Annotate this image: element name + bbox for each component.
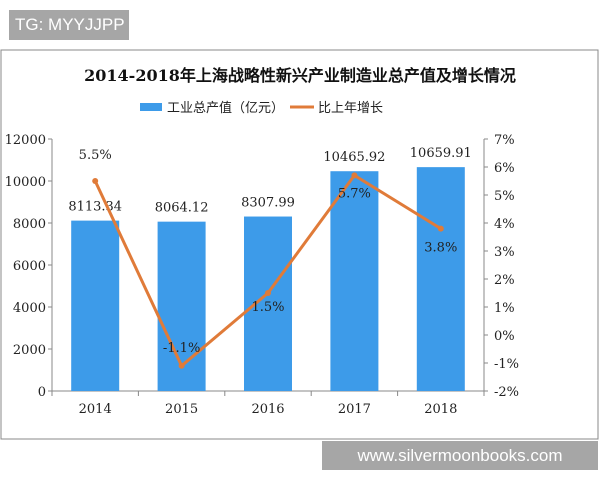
site-watermark: www.silvermoonbooks.com — [322, 441, 598, 470]
line-data-label: 3.8% — [424, 241, 457, 256]
right-tick-label: -2% — [494, 385, 519, 400]
left-tick-label: 10000 — [5, 175, 46, 190]
right-tick-label: 7% — [494, 133, 515, 148]
line-data-label: 1.5% — [251, 300, 284, 315]
left-tick-label: 2000 — [13, 343, 46, 358]
right-tick-label: 4% — [494, 217, 515, 232]
bar-data-label: 8307.99 — [241, 196, 295, 211]
right-tick-label: 6% — [494, 161, 515, 176]
line-point — [265, 290, 271, 296]
line-point — [92, 178, 99, 184]
tag-label: TG: MYYJJPP — [9, 10, 129, 40]
bar-data-label: 10465.92 — [323, 150, 385, 165]
legend-line-label: 比上年增长 — [318, 101, 383, 116]
chart-frame — [0, 49, 599, 440]
line-point — [178, 362, 185, 369]
left-tick-label: 4000 — [13, 301, 46, 316]
bar-data-label: 8064.12 — [155, 201, 209, 216]
line-point — [351, 172, 358, 179]
x-tick-label: 2014 — [79, 402, 112, 417]
x-tick-label: 2015 — [165, 402, 198, 417]
left-tick-label: 8000 — [13, 217, 46, 232]
x-tick-label: 2017 — [338, 402, 371, 417]
bar — [244, 216, 292, 391]
bar — [71, 220, 120, 391]
right-tick-label: 0% — [494, 329, 515, 344]
legend-bar-label: 工业总产值（亿元） — [167, 100, 284, 116]
line-data-label: 5.5% — [79, 148, 112, 163]
right-tick-label: 3% — [494, 245, 515, 260]
line-data-label: -1.1% — [163, 341, 200, 356]
line-data-label: 5.7% — [338, 186, 371, 201]
line-point — [437, 225, 444, 232]
legend-bar-swatch — [140, 103, 162, 111]
right-tick-label: 5% — [494, 189, 515, 204]
right-tick-label: -1% — [494, 357, 519, 372]
left-tick-label: 0 — [38, 385, 46, 400]
bar-data-label: 8113.34 — [68, 200, 122, 215]
x-tick-label: 2018 — [424, 402, 457, 417]
bar-data-label: 10659.91 — [410, 146, 472, 161]
chart-title: 2014-2018年上海战略性新兴产业制造业总产值及增长情况 — [84, 66, 516, 85]
left-tick-label: 6000 — [13, 259, 46, 274]
left-tick-label: 12000 — [5, 133, 46, 148]
right-tick-label: 2% — [494, 273, 515, 288]
legend: 工业总产值（亿元） 比上年增长 — [140, 100, 383, 116]
x-tick-label: 2016 — [251, 402, 284, 417]
bar — [330, 171, 379, 391]
right-tick-label: 1% — [494, 301, 515, 316]
bar — [416, 167, 465, 391]
